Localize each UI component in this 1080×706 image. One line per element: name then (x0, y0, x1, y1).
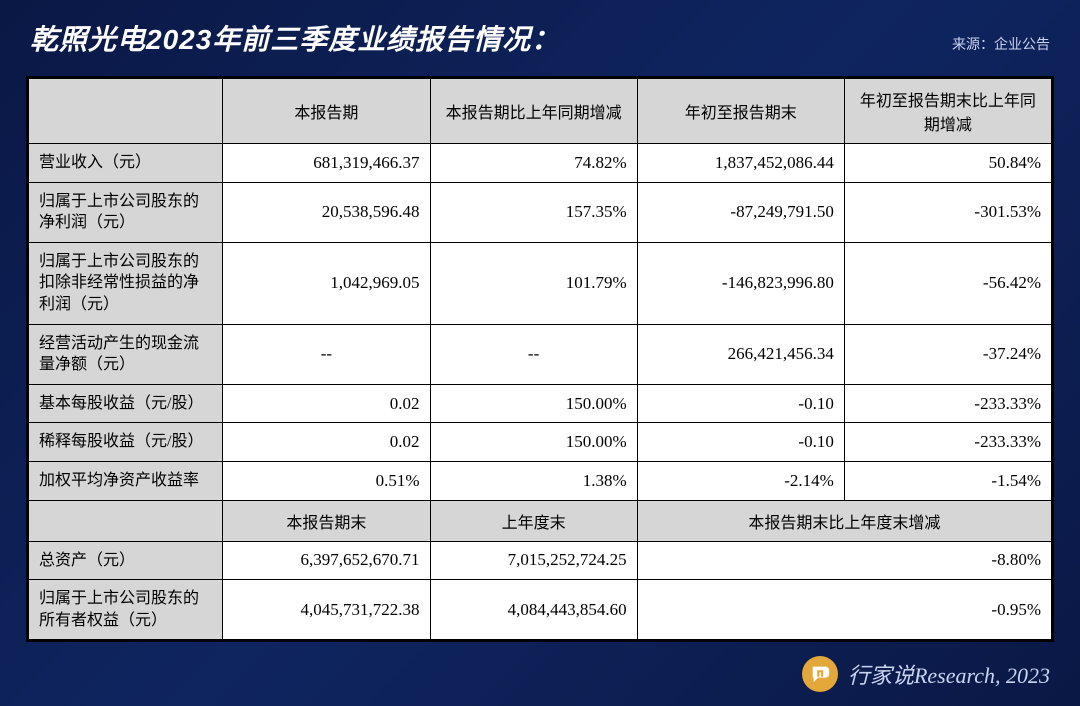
cell: 4,084,443,854.60 (430, 580, 637, 640)
cell: -37.24% (844, 324, 1051, 384)
cell: 150.00% (430, 384, 637, 423)
cell: -2.14% (637, 461, 844, 500)
table-row: 稀释每股收益（元/股）0.02150.00%-0.10-233.33% (29, 423, 1052, 462)
cell: 0.02 (223, 384, 430, 423)
cell: 681,319,466.37 (223, 144, 430, 183)
cell: 74.82% (430, 144, 637, 183)
row-label: 加权平均净资产收益率 (29, 461, 223, 500)
footer-text: 行家说Research, 2023 (848, 658, 1050, 690)
table-row: 营业收入（元）681,319,466.3774.82%1,837,452,086… (29, 144, 1052, 183)
row-label: 经营活动产生的现金流量净额（元） (29, 324, 223, 384)
cell: -56.42% (844, 242, 1051, 324)
row-label: 归属于上市公司股东的所有者权益（元） (29, 580, 223, 640)
cell: -0.10 (637, 384, 844, 423)
cell: -0.95% (637, 580, 1051, 640)
col-header: 年初至报告期末 (637, 79, 844, 144)
cell: 1,042,969.05 (223, 242, 430, 324)
col-header: 本报告期末 (223, 500, 430, 541)
table-row: 归属于上市公司股东的扣除非经常性损益的净利润（元）1,042,969.05101… (29, 242, 1052, 324)
col-header: 本报告期比上年同期增减 (430, 79, 637, 144)
table-row: 归属于上市公司股东的所有者权益（元）4,045,731,722.384,084,… (29, 580, 1052, 640)
cell: -87,249,791.50 (637, 182, 844, 242)
footer-logo-icon (802, 656, 838, 692)
table-row: 总资产（元）6,397,652,670.717,015,252,724.25-8… (29, 541, 1052, 580)
cell: -1.54% (844, 461, 1051, 500)
col-header: 本报告期末比上年度末增减 (637, 500, 1051, 541)
row-label: 归属于上市公司股东的扣除非经常性损益的净利润（元） (29, 242, 223, 324)
row-label: 基本每股收益（元/股） (29, 384, 223, 423)
cell: -- (430, 324, 637, 384)
cell: 4,045,731,722.38 (223, 580, 430, 640)
cell: -146,823,996.80 (637, 242, 844, 324)
cell: 266,421,456.34 (637, 324, 844, 384)
table-row: 加权平均净资产收益率0.51%1.38%-2.14%-1.54% (29, 461, 1052, 500)
footer: 行家说Research, 2023 (802, 656, 1050, 692)
row-label: 归属于上市公司股东的净利润（元） (29, 182, 223, 242)
cell: 20,538,596.48 (223, 182, 430, 242)
source-label: 来源：企业公告 (952, 34, 1050, 54)
cell: 101.79% (430, 242, 637, 324)
table-row: 归属于上市公司股东的净利润（元）20,538,596.48157.35%-87,… (29, 182, 1052, 242)
row-label: 营业收入（元） (29, 144, 223, 183)
report-table: 本报告期本报告期比上年同期增减年初至报告期末年初至报告期末比上年同期增减营业收入… (26, 76, 1054, 642)
corner-cell (29, 79, 223, 144)
corner-cell (29, 500, 223, 541)
cell: -233.33% (844, 423, 1051, 462)
col-header: 年初至报告期末比上年同期增减 (844, 79, 1051, 144)
cell: 0.51% (223, 461, 430, 500)
cell: -233.33% (844, 384, 1051, 423)
page-title: 乾照光电2023年前三季度业绩报告情况： (30, 18, 560, 58)
col-header: 本报告期 (223, 79, 430, 144)
cell: -- (223, 324, 430, 384)
cell: 150.00% (430, 423, 637, 462)
table-row: 经营活动产生的现金流量净额（元）----266,421,456.34-37.24… (29, 324, 1052, 384)
row-label: 稀释每股收益（元/股） (29, 423, 223, 462)
cell: 50.84% (844, 144, 1051, 183)
row-label: 总资产（元） (29, 541, 223, 580)
cell: -301.53% (844, 182, 1051, 242)
table-row: 基本每股收益（元/股）0.02150.00%-0.10-233.33% (29, 384, 1052, 423)
cell: 157.35% (430, 182, 637, 242)
col-header: 上年度末 (430, 500, 637, 541)
cell: 1,837,452,086.44 (637, 144, 844, 183)
cell: 0.02 (223, 423, 430, 462)
cell: 7,015,252,724.25 (430, 541, 637, 580)
cell: -0.10 (637, 423, 844, 462)
cell: 6,397,652,670.71 (223, 541, 430, 580)
cell: -8.80% (637, 541, 1051, 580)
cell: 1.38% (430, 461, 637, 500)
